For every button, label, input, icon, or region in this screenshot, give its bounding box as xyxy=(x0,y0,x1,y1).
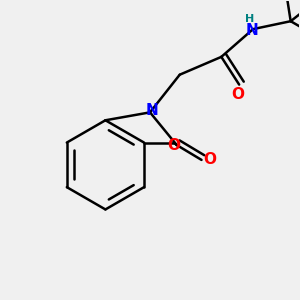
Text: N: N xyxy=(246,22,258,38)
Text: O: O xyxy=(203,152,216,167)
Text: N: N xyxy=(146,103,158,118)
Text: H: H xyxy=(245,14,255,24)
Text: O: O xyxy=(232,87,245,102)
Text: O: O xyxy=(167,138,180,153)
